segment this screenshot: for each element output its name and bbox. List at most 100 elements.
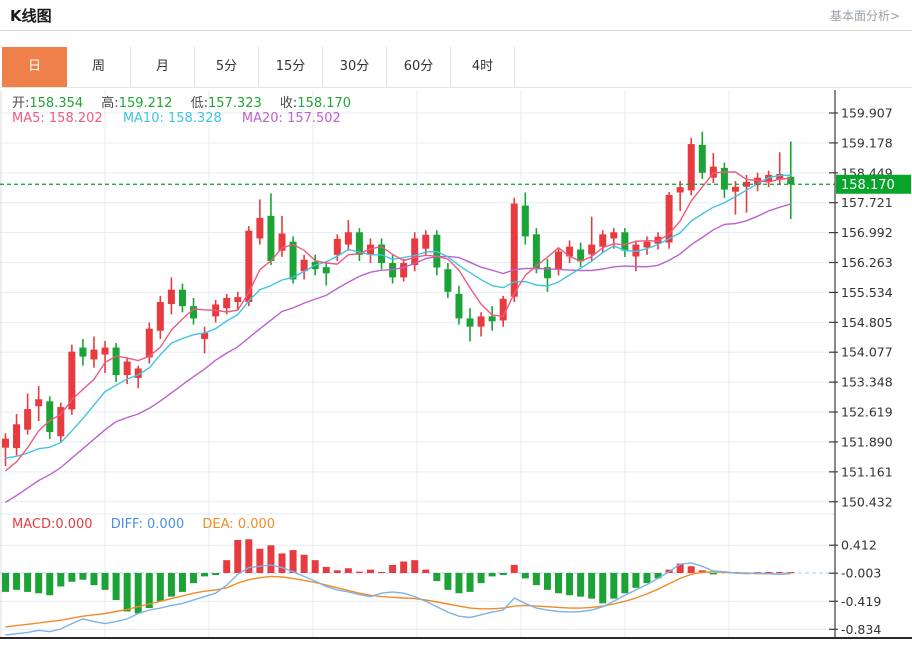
macd-bar[interactable]	[422, 569, 430, 573]
macd-bar[interactable]	[521, 573, 529, 579]
macd-bar[interactable]	[167, 573, 175, 597]
candle[interactable]	[400, 258, 408, 282]
macd-bar[interactable]	[488, 573, 496, 577]
macd-bar[interactable]	[57, 573, 65, 587]
macd-bar[interactable]	[90, 573, 98, 586]
macd-bar[interactable]	[366, 569, 374, 573]
candle[interactable]	[24, 393, 32, 435]
candle[interactable]	[267, 193, 275, 266]
macd-bar[interactable]	[178, 573, 186, 592]
macd-bar[interactable]	[190, 573, 198, 584]
macd-bar[interactable]	[123, 573, 131, 612]
macd-bar[interactable]	[599, 573, 607, 604]
candle[interactable]	[178, 283, 186, 313]
candle[interactable]	[355, 228, 363, 261]
candle[interactable]	[621, 228, 629, 257]
candle[interactable]	[134, 365, 142, 389]
macd-bar[interactable]	[278, 553, 286, 573]
macd-bar[interactable]	[344, 568, 352, 573]
macd-bar[interactable]	[389, 564, 397, 573]
tab-day[interactable]: 日	[2, 47, 67, 87]
candle[interactable]	[731, 180, 739, 215]
macd-bar[interactable]	[267, 545, 275, 573]
tab-month[interactable]: 月	[131, 47, 195, 87]
candle[interactable]	[787, 141, 795, 220]
macd-bar[interactable]	[577, 573, 585, 597]
macd-bar[interactable]	[212, 573, 220, 576]
macd-bar[interactable]	[289, 550, 297, 573]
candle[interactable]	[278, 215, 286, 257]
macd-bar[interactable]	[256, 548, 264, 573]
macd-bar[interactable]	[676, 563, 684, 573]
candle[interactable]	[643, 236, 651, 255]
macd-bar[interactable]	[532, 573, 540, 586]
candle[interactable]	[743, 174, 751, 213]
macd-bar[interactable]	[79, 573, 87, 580]
macd-bar[interactable]	[112, 573, 120, 600]
candle[interactable]	[510, 197, 518, 303]
macd-bar[interactable]	[134, 573, 142, 614]
candle[interactable]	[322, 260, 330, 286]
tab-15min[interactable]: 15分	[259, 47, 323, 87]
macd-bar[interactable]	[378, 572, 386, 573]
candle[interactable]	[698, 131, 706, 179]
tab-week[interactable]: 周	[67, 47, 131, 87]
macd-bar[interactable]	[477, 573, 485, 584]
macd-bar[interactable]	[322, 566, 330, 573]
macd-bar[interactable]	[510, 564, 518, 573]
macd-bar[interactable]	[455, 573, 463, 594]
macd-bar[interactable]	[333, 570, 341, 573]
candle[interactable]	[720, 162, 728, 198]
macd-bar[interactable]	[499, 573, 507, 576]
candle[interactable]	[46, 396, 54, 440]
candle[interactable]	[156, 295, 164, 339]
macd-bar[interactable]	[632, 573, 640, 588]
candle[interactable]	[555, 248, 562, 276]
macd-bar[interactable]	[145, 573, 153, 609]
macd-bar[interactable]	[300, 554, 308, 573]
tab-5min[interactable]: 5分	[195, 47, 259, 87]
candle[interactable]	[344, 219, 352, 251]
candle[interactable]	[455, 285, 463, 325]
candle[interactable]	[201, 326, 209, 354]
macd-bar[interactable]	[46, 573, 54, 596]
candle[interactable]	[190, 297, 198, 325]
fundamental-analysis-link[interactable]: 基本面分析>	[829, 8, 900, 23]
candle[interactable]	[2, 433, 9, 467]
macd-bar[interactable]	[776, 572, 784, 573]
candle[interactable]	[112, 343, 120, 383]
macd-bar[interactable]	[765, 572, 773, 573]
candle[interactable]	[499, 295, 507, 327]
candle[interactable]	[35, 386, 43, 422]
candle[interactable]	[79, 338, 87, 366]
tab-4hour[interactable]: 4时	[451, 47, 515, 87]
macd-bar[interactable]	[433, 573, 441, 582]
candle[interactable]	[57, 402, 65, 442]
tab-60min[interactable]: 60分	[387, 47, 451, 87]
macd-bar[interactable]	[2, 573, 9, 592]
macd-bar[interactable]	[400, 561, 408, 573]
candle[interactable]	[167, 277, 175, 315]
candle[interactable]	[676, 180, 684, 211]
macd-bar[interactable]	[555, 573, 562, 594]
macd-bar[interactable]	[411, 560, 419, 573]
macd-bar[interactable]	[543, 573, 551, 590]
macd-bar[interactable]	[311, 560, 319, 573]
macd-bar[interactable]	[245, 539, 253, 573]
macd-bar[interactable]	[24, 573, 32, 592]
macd-bar[interactable]	[654, 573, 662, 579]
macd-bar[interactable]	[709, 573, 717, 575]
candle[interactable]	[411, 232, 419, 272]
candle[interactable]	[101, 341, 109, 374]
macd-bar[interactable]	[687, 566, 695, 573]
macd-bar[interactable]	[643, 573, 651, 584]
candle[interactable]	[709, 153, 717, 184]
candle[interactable]	[577, 242, 585, 268]
macd-bar[interactable]	[466, 573, 474, 592]
macd-bar[interactable]	[566, 573, 574, 596]
candle[interactable]	[521, 192, 529, 245]
candle[interactable]	[300, 254, 308, 280]
macd-bar[interactable]	[444, 573, 452, 590]
candle[interactable]	[543, 258, 551, 292]
macd-bar[interactable]	[588, 573, 596, 599]
